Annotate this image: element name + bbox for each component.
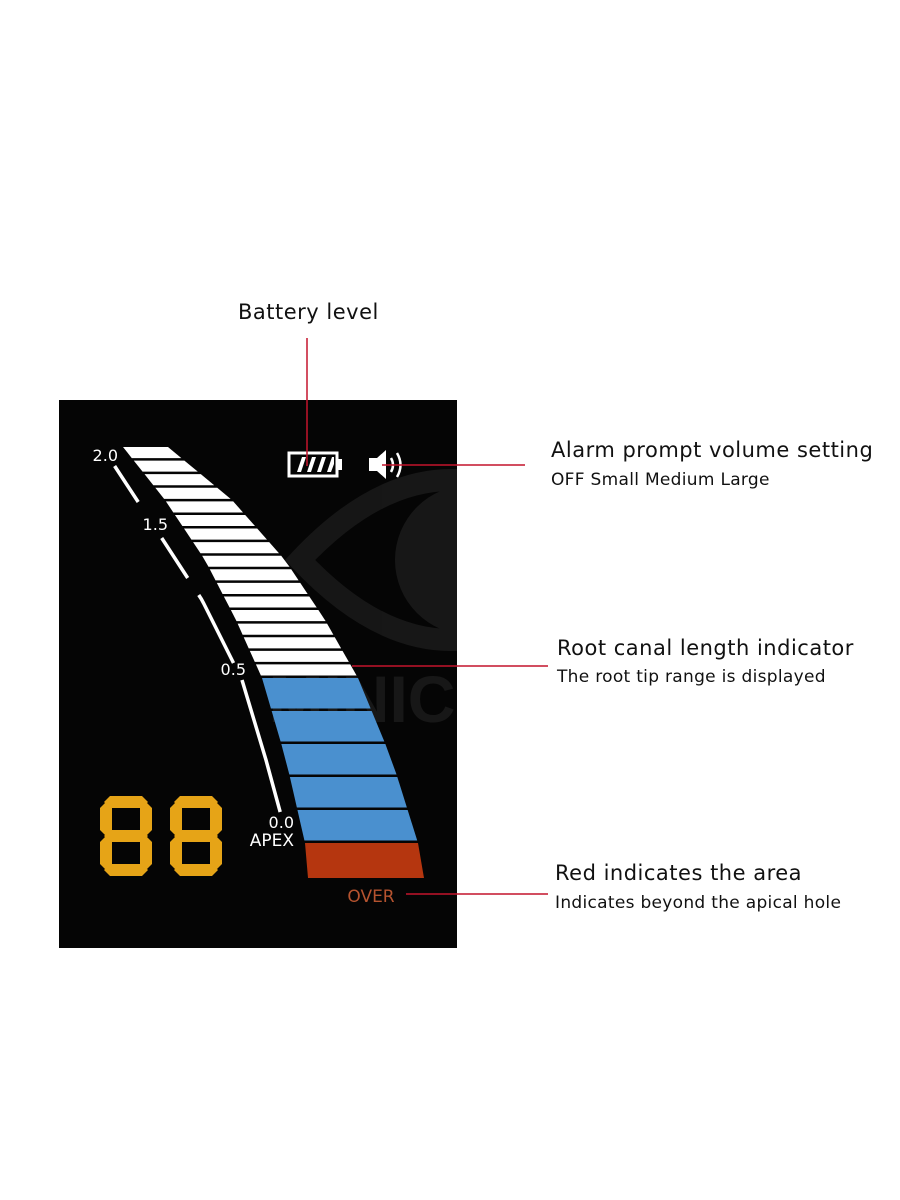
white-bar xyxy=(193,542,279,554)
white-bar xyxy=(144,474,215,486)
blue-bar xyxy=(271,711,385,742)
white-bar xyxy=(255,664,357,676)
digit-segment xyxy=(100,836,112,870)
white-bar xyxy=(184,528,267,540)
red-area-annotation-title: Red indicates the area xyxy=(555,861,803,885)
apex-label: APEX xyxy=(250,831,295,851)
scale-label-0-0: 0.0 xyxy=(269,813,294,832)
scale-arc-segment xyxy=(240,679,282,813)
callout-lines xyxy=(306,338,548,895)
battery-full-icon xyxy=(287,451,342,478)
digit-segment xyxy=(104,864,148,876)
blue-bar xyxy=(281,744,397,775)
digit-segment xyxy=(170,802,182,836)
root-canal-length-bars xyxy=(123,447,424,878)
alarm-annotation-title: Alarm prompt volume setting xyxy=(551,438,874,462)
white-bar xyxy=(202,555,290,567)
blue-bar xyxy=(297,810,418,841)
alarm-annotation-subtitle: OFF Small Medium Large xyxy=(551,470,770,490)
white-bar xyxy=(165,501,243,513)
white-bar xyxy=(249,650,349,662)
scale-arc-segment xyxy=(113,465,140,503)
red-over-bar xyxy=(305,843,424,878)
digit-segment xyxy=(104,830,148,842)
digit-segment xyxy=(210,802,222,836)
digit-segment xyxy=(100,802,112,836)
blue-bar xyxy=(262,678,371,709)
white-bar xyxy=(155,487,231,499)
white-bar xyxy=(243,637,342,649)
white-bar xyxy=(174,514,255,527)
white-bar xyxy=(123,447,182,459)
over-label: OVER xyxy=(347,887,394,907)
seven-segment-digits-88 xyxy=(100,796,222,876)
white-bar xyxy=(133,460,198,472)
red-area-annotation-subtitle: Indicates beyond the apical hole xyxy=(555,893,842,913)
white-bar xyxy=(209,569,299,581)
battery-annotation-title: Battery level xyxy=(238,300,379,324)
digit-segment xyxy=(140,802,152,836)
white-bar xyxy=(216,582,308,594)
scale-arc-segment xyxy=(197,594,236,664)
scale-label-2-0: 2.0 xyxy=(93,446,118,465)
scale-label-0-5: 0.5 xyxy=(221,660,246,679)
scale-arc-segment xyxy=(160,537,190,579)
digit-segment xyxy=(140,836,152,870)
digit-segment xyxy=(174,864,218,876)
root-canal-annotation-title: Root canal length indicator xyxy=(557,636,854,660)
blue-bar xyxy=(289,777,407,808)
digit-segment xyxy=(174,830,218,842)
digit-segment xyxy=(174,796,218,808)
digit-segment xyxy=(170,836,182,870)
scale-arc xyxy=(113,465,282,813)
white-bar xyxy=(223,596,317,608)
digit-segment xyxy=(210,836,222,870)
digit-segment xyxy=(104,796,148,808)
root-canal-annotation-subtitle: The root tip range is displayed xyxy=(557,667,826,687)
scale-label-1-5: 1.5 xyxy=(143,515,168,534)
white-bar xyxy=(237,623,334,635)
white-bar xyxy=(230,610,326,622)
